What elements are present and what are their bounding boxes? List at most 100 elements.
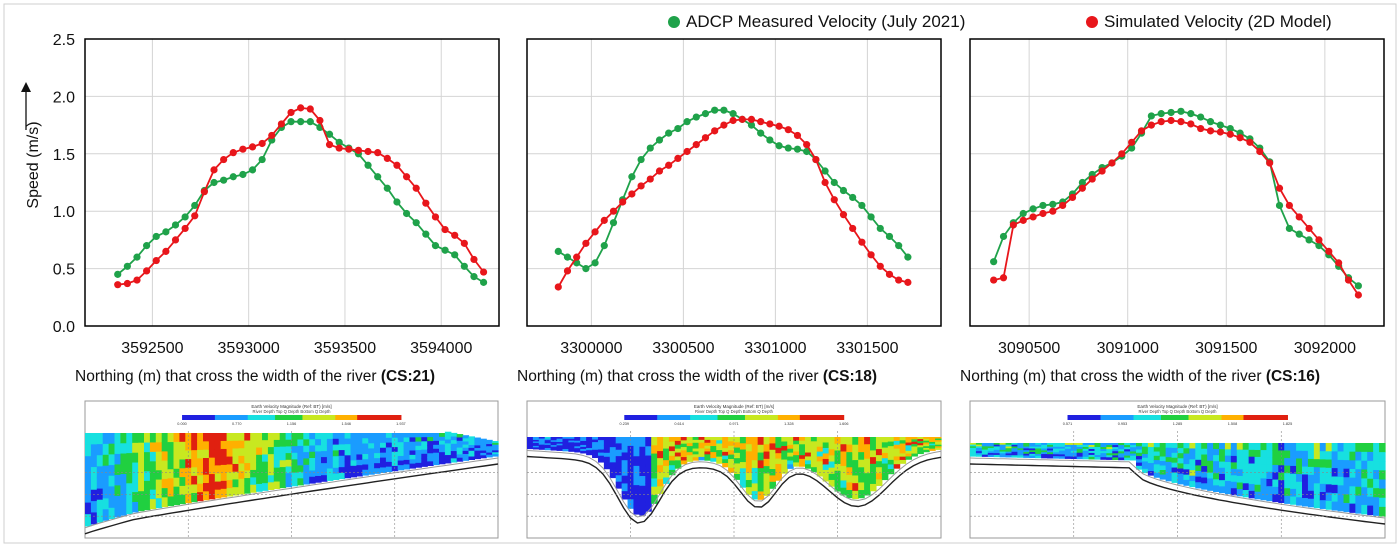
velocity-cell bbox=[568, 447, 575, 451]
velocity-cell bbox=[621, 460, 629, 469]
colorbar-segment bbox=[1111, 415, 1118, 420]
velocity-cell bbox=[1343, 485, 1351, 495]
velocity-cell bbox=[1047, 456, 1054, 459]
velocity-cell bbox=[267, 433, 275, 441]
data-point bbox=[701, 110, 710, 118]
velocity-cell bbox=[1106, 443, 1113, 446]
colorbar-segment bbox=[1254, 415, 1261, 420]
velocity-cell bbox=[285, 459, 293, 468]
velocity-cell bbox=[374, 438, 381, 444]
velocity-cell bbox=[1082, 446, 1090, 450]
velocity-cell bbox=[1379, 452, 1386, 462]
velocity-cell bbox=[1011, 455, 1019, 458]
velocity-cell bbox=[456, 437, 464, 442]
colorbar-segment bbox=[1133, 415, 1140, 420]
data-point bbox=[306, 105, 314, 113]
x-axis-label-text: Northing (m) that cross the width of the… bbox=[75, 368, 381, 385]
velocity-cell bbox=[208, 449, 216, 459]
data-point bbox=[431, 213, 440, 221]
velocity-cell bbox=[1224, 449, 1232, 457]
velocity-cell bbox=[138, 452, 145, 463]
velocity-cell bbox=[197, 449, 204, 459]
colorbar-segment bbox=[717, 415, 724, 420]
velocity-cell bbox=[716, 450, 723, 454]
colorbar-segment bbox=[684, 415, 691, 420]
velocity-cell bbox=[704, 445, 711, 450]
colorbar-segment bbox=[357, 415, 364, 420]
data-point bbox=[1019, 216, 1027, 224]
velocity-cell bbox=[1047, 444, 1054, 448]
data-point bbox=[885, 232, 894, 241]
velocity-cell bbox=[321, 433, 328, 440]
y-tick-label: 0.0 bbox=[53, 319, 75, 336]
velocity-cell bbox=[574, 440, 581, 444]
velocity-cell bbox=[1224, 480, 1232, 488]
velocity-cell bbox=[893, 444, 901, 450]
velocity-cell bbox=[1272, 472, 1279, 481]
colorbar-segment bbox=[1188, 415, 1195, 420]
velocity-cell bbox=[138, 462, 145, 473]
colorbar-segment bbox=[258, 415, 265, 420]
data-point bbox=[628, 173, 636, 181]
velocity-cell bbox=[757, 452, 765, 461]
velocity-cell bbox=[993, 444, 1001, 447]
velocity-cell bbox=[149, 442, 157, 453]
adcp-profile-image: Earth Velocity Magnitude (Ref: BT) [m/s]… bbox=[84, 400, 499, 539]
velocity-cell bbox=[1278, 443, 1285, 452]
velocity-cell bbox=[433, 433, 440, 438]
velocity-cell bbox=[1242, 476, 1250, 484]
velocity-cell bbox=[893, 464, 901, 469]
velocity-cell bbox=[1082, 456, 1090, 460]
colorbar-tick-label: 1.285 bbox=[1173, 422, 1183, 426]
data-point bbox=[729, 116, 737, 125]
velocity-cell bbox=[728, 445, 735, 451]
velocity-cell bbox=[226, 464, 234, 473]
x-tick-label: 3091000 bbox=[1097, 340, 1159, 357]
velocity-cell bbox=[1177, 448, 1185, 454]
colorbar-segment bbox=[1128, 415, 1135, 420]
velocity-cell bbox=[1064, 456, 1072, 459]
velocity-cell bbox=[332, 444, 340, 452]
velocity-cell bbox=[1337, 459, 1345, 470]
velocity-cell bbox=[1029, 455, 1036, 459]
velocity-cell bbox=[799, 437, 806, 442]
velocity-cell bbox=[769, 481, 776, 489]
velocity-cell bbox=[144, 433, 151, 444]
velocity-cell bbox=[993, 449, 1001, 453]
legend-measured-label: ADCP Measured Velocity (July 2021) bbox=[686, 12, 966, 31]
velocity-cell bbox=[757, 483, 765, 493]
velocity-cell bbox=[232, 448, 239, 457]
velocity-cell bbox=[574, 444, 581, 447]
colorbar-segment bbox=[1182, 415, 1189, 420]
colorbar-segment bbox=[755, 415, 762, 420]
velocity-cell bbox=[804, 464, 812, 469]
velocity-cell bbox=[462, 447, 470, 452]
velocity-cell bbox=[102, 433, 110, 445]
velocity-cell bbox=[1266, 478, 1273, 487]
velocity-cell bbox=[1325, 443, 1333, 452]
velocity-cell bbox=[297, 458, 304, 466]
velocity-cell bbox=[385, 447, 393, 453]
velocity-cell bbox=[1177, 458, 1185, 464]
velocity-cell bbox=[627, 481, 635, 492]
velocity-cell bbox=[1331, 476, 1339, 486]
velocity-cell bbox=[609, 447, 617, 453]
velocity-cell bbox=[191, 493, 198, 503]
velocity-cell bbox=[668, 455, 676, 462]
velocity-cell bbox=[114, 453, 121, 466]
velocity-cell bbox=[1242, 490, 1250, 498]
velocity-cell bbox=[562, 438, 569, 442]
velocity-cell bbox=[1230, 481, 1238, 489]
velocity-cell bbox=[981, 444, 989, 447]
velocity-cell bbox=[1290, 481, 1297, 490]
velocity-cell bbox=[574, 450, 581, 453]
velocity-cell bbox=[787, 448, 794, 454]
data-point bbox=[637, 155, 645, 164]
velocity-cell bbox=[1254, 491, 1262, 500]
velocity-cell bbox=[816, 471, 824, 477]
velocity-cell bbox=[279, 467, 287, 475]
velocity-cell bbox=[568, 440, 575, 443]
velocity-cell bbox=[138, 471, 145, 483]
velocity-cell bbox=[415, 450, 422, 455]
x-tick-label: 3300000 bbox=[560, 340, 622, 357]
